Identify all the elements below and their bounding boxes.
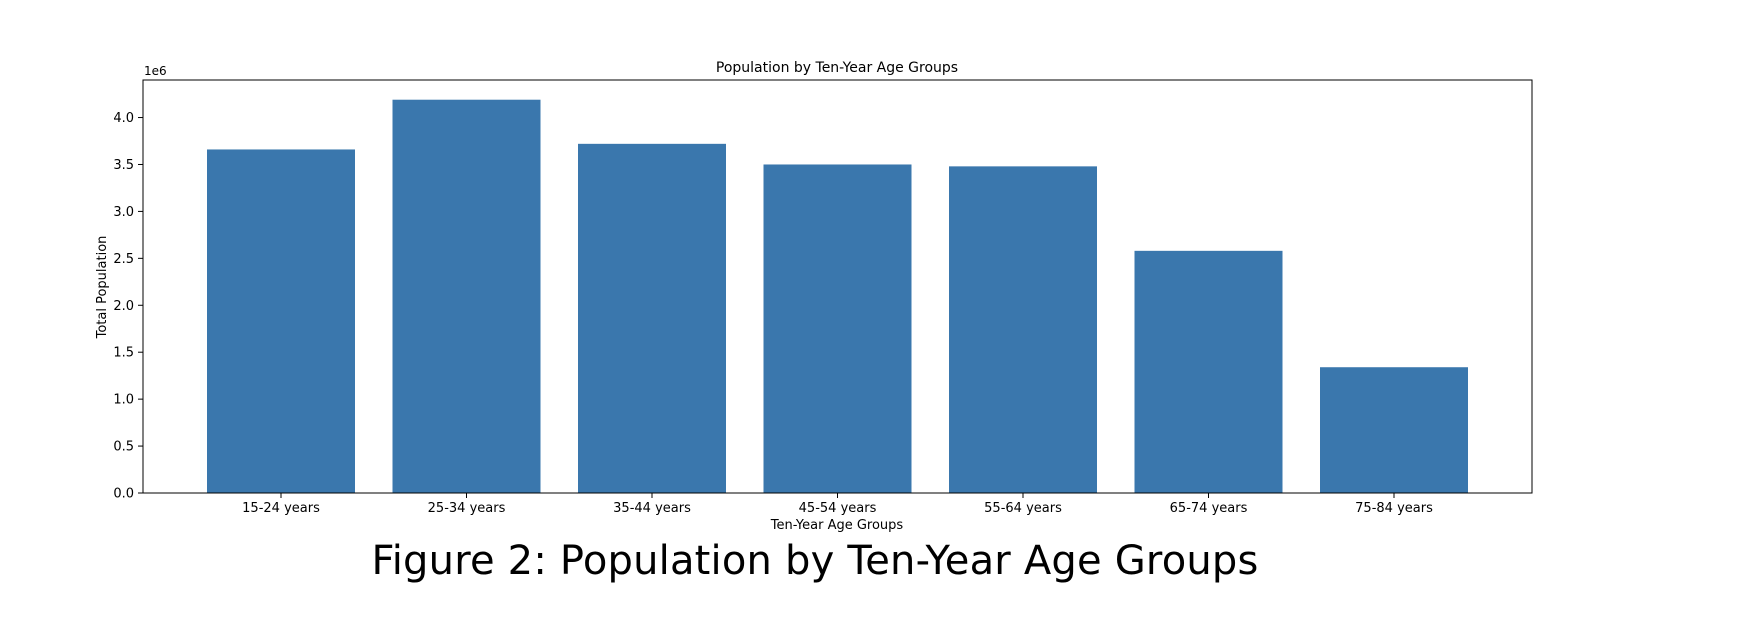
y-tick-label-7: 3.5 — [113, 158, 134, 173]
x-tick-label-0: 15-24 years — [242, 501, 320, 516]
bar-3 — [763, 164, 912, 493]
y-tick-label-6: 3.0 — [113, 205, 134, 220]
x-tick-label-5: 65-74 years — [1170, 501, 1248, 516]
y-axis-label: Total Population — [95, 236, 110, 340]
x-tick-label-1: 25-34 years — [428, 501, 506, 516]
y-tick-label-4: 2.0 — [113, 299, 134, 314]
bars — [207, 99, 1468, 493]
chart-title: Population by Ten-Year Age Groups — [716, 60, 958, 76]
figure-caption: Figure 2: Population by Ten-Year Age Gro… — [371, 538, 1259, 584]
x-tick-label-4: 55-64 years — [984, 501, 1062, 516]
bar-5 — [1134, 250, 1283, 493]
bar-2 — [578, 143, 726, 493]
bar-6 — [1320, 367, 1468, 493]
x-tick-label-6: 75-84 years — [1355, 501, 1433, 516]
bar-1 — [392, 99, 541, 493]
y-tick-label-5: 2.5 — [113, 252, 134, 267]
y-axis-ticks: 0.0 0.5 1.0 1.5 2.0 2.5 3.0 3.5 4.0 — [113, 111, 143, 502]
y-offset-label: 1e6 — [144, 64, 167, 78]
bar-0 — [207, 149, 355, 493]
x-axis-label: Ten-Year Age Groups — [770, 518, 904, 533]
plot-frame — [142, 79, 1533, 494]
x-axis-ticks: 15-24 years 25-34 years 35-44 years 45-54 y… — [242, 493, 1433, 516]
x-tick-label-2: 35-44 years — [613, 501, 691, 516]
y-tick-label-2: 1.0 — [113, 393, 134, 408]
x-tick-label-3: 45-54 years — [799, 501, 877, 516]
y-tick-label-0: 0.0 — [113, 487, 134, 502]
y-tick-label-8: 4.0 — [113, 111, 134, 126]
y-tick-label-1: 0.5 — [113, 440, 134, 455]
bar-4 — [949, 166, 1097, 493]
y-tick-label-3: 1.5 — [113, 346, 134, 361]
